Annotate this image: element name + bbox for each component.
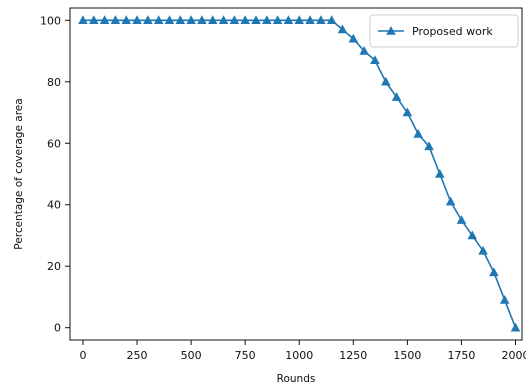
data-point-marker (110, 15, 121, 25)
data-point-marker (218, 15, 229, 25)
legend-box (369, 14, 519, 48)
data-point-marker (456, 215, 467, 224)
data-point-marker (445, 196, 456, 206)
x-tick-label: 250 (127, 349, 148, 362)
x-tick-label: 1500 (393, 349, 421, 362)
legend-marker-triangle (386, 26, 396, 35)
data-point-marker (499, 295, 510, 304)
data-point-marker (132, 15, 142, 25)
x-tick-label: 1000 (285, 349, 313, 362)
y-tick-label: 60 (47, 137, 61, 150)
data-point-marker (175, 15, 186, 25)
data-point-marker (478, 245, 488, 255)
data-point-marker (467, 230, 478, 240)
data-point-marker (435, 169, 445, 178)
data-point-marker (370, 55, 380, 65)
y-tick-label: 80 (47, 76, 61, 89)
data-point-marker (240, 15, 250, 25)
series-layer (78, 15, 521, 332)
data-point-marker (153, 15, 164, 25)
data-point-marker (283, 15, 294, 25)
y-tick-label: 20 (47, 260, 61, 273)
plot-border (69, 7, 523, 341)
x-axis-label: Rounds (277, 373, 316, 385)
y-axis-label: Percentage of coverage area (13, 98, 25, 249)
data-point-marker (99, 15, 110, 25)
data-point-marker (262, 15, 272, 25)
data-point-marker (337, 24, 348, 34)
data-point-marker (164, 15, 175, 25)
data-point-marker (305, 15, 315, 25)
data-point-marker (326, 15, 337, 25)
data-point-marker (78, 15, 88, 25)
x-tick-label: 1750 (447, 349, 475, 362)
data-point-marker (197, 15, 207, 25)
data-point-marker (207, 15, 218, 25)
data-point-marker (143, 15, 153, 25)
data-point-marker (381, 76, 391, 86)
series-line-0 (82, 19, 517, 328)
y-tick-label: 100 (40, 14, 61, 27)
data-point-marker (510, 322, 521, 332)
data-point-marker (186, 15, 196, 25)
x-tick-label: 500 (181, 349, 202, 362)
data-point-marker (294, 15, 304, 25)
x-tick-label: 1250 (339, 349, 367, 362)
data-point-marker (348, 33, 359, 43)
data-point-marker (316, 15, 326, 25)
legend-entry-proposed-work: Proposed work (412, 25, 493, 38)
data-point-marker (89, 15, 99, 25)
y-tick-label: 40 (47, 199, 61, 212)
data-point-marker (489, 267, 499, 277)
data-point-marker (229, 15, 240, 25)
data-point-marker (424, 141, 434, 151)
x-tick-label: 750 (235, 349, 256, 362)
data-point-marker (272, 15, 283, 25)
data-point-marker (413, 129, 423, 138)
data-point-marker (359, 46, 369, 55)
data-point-marker (402, 107, 413, 117)
x-tick-label: 0 (79, 349, 86, 362)
data-point-marker (391, 92, 402, 101)
y-tick-label: 0 (54, 322, 61, 335)
legend: Proposed work (369, 14, 519, 48)
plot-frame (69, 7, 523, 341)
data-point-marker (121, 15, 131, 25)
y-axis: 0 20 40 60 80 100 (40, 14, 70, 335)
data-point-marker (251, 15, 261, 25)
